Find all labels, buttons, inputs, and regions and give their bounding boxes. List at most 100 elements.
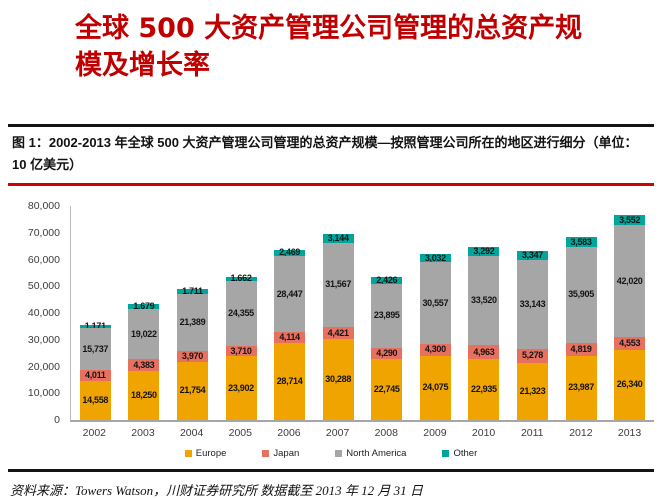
plot-area: 1,171 15,737 4,011 14,558 1,679 19,022 4,383 18… xyxy=(70,206,654,422)
segment-value-label: 3,583 xyxy=(570,236,592,247)
legend-label-other: Other xyxy=(453,448,478,459)
bar-2007: 3,144 31,567 4,421 30,288 xyxy=(322,233,354,420)
bar-2002: 1,171 15,737 4,011 14,558 xyxy=(79,321,111,420)
bar-segment-north-america: 33,520 xyxy=(468,255,500,346)
legend-label-europe: Europe xyxy=(195,448,227,459)
segment-value-label: 4,553 xyxy=(619,337,641,348)
segment-value-label: 2,469 xyxy=(279,247,301,258)
x-axis-label-2009: 2009 xyxy=(423,427,447,439)
segment-value-label: 30,557 xyxy=(422,297,449,308)
segment-value-label: 2,426 xyxy=(376,275,398,286)
bar-segment-europe: 18,250 xyxy=(128,371,160,420)
segment-value-label: 28,714 xyxy=(276,376,303,387)
bar-segment-japan: 4,114 xyxy=(274,332,306,344)
x-axis-label-2007: 2007 xyxy=(325,427,350,439)
legend-item-europe: Europe xyxy=(184,448,227,459)
y-tick-label: 50,000 xyxy=(27,280,60,293)
document-title-line2: 模及增长率 xyxy=(75,50,210,81)
bar-segment-other: 3,583 xyxy=(565,236,597,247)
segment-value-label: 1,711 xyxy=(182,286,203,297)
segment-value-label: 3,970 xyxy=(181,351,203,361)
bar-segment-other: 3,032 xyxy=(419,252,451,263)
legend-item-north-america: North America xyxy=(335,448,406,459)
bar-segment-other: 1,662 xyxy=(225,274,257,283)
bar-segment-europe: 23,987 xyxy=(565,355,597,420)
bar-segment-europe: 30,288 xyxy=(322,338,354,420)
chart-body: 0 10,000 20,000 30,000 40,000 50,000 60,000 70,… xyxy=(8,200,654,439)
bar-segment-north-america: 31,567 xyxy=(322,242,354,328)
bar-segment-europe: 24,075 xyxy=(419,355,451,420)
x-axis-label-2010: 2010 xyxy=(471,427,496,439)
y-tick-label: 10,000 xyxy=(27,387,60,400)
segment-value-label: 23,987 xyxy=(568,382,594,393)
segment-value-label: 1,679 xyxy=(133,300,155,311)
document-title: 全球 500 大资产管理公司管理的总资产规 模及增长率 xyxy=(8,10,654,84)
segment-value-label: 24,075 xyxy=(422,382,449,393)
y-tick-label: 60,000 xyxy=(27,253,60,266)
segment-value-label: 21,323 xyxy=(519,385,546,396)
segment-value-label: 24,355 xyxy=(228,308,254,319)
bar-segment-other: 3,552 xyxy=(614,215,646,225)
y-tick-label: 70,000 xyxy=(27,226,60,239)
bar-segment-north-america: 23,895 xyxy=(371,283,403,348)
segment-value-label: 22,745 xyxy=(373,384,400,395)
y-tick-label: 40,000 xyxy=(27,307,60,319)
bar-segment-japan: 5,278 xyxy=(516,348,548,363)
y-tick-label: 80,000 xyxy=(27,200,60,212)
bar-segment-north-america: 30,557 xyxy=(419,262,451,345)
segment-value-label: 4,290 xyxy=(376,347,398,358)
legend-item-other: Other xyxy=(442,448,477,459)
bar-2012: 3,583 35,905 4,819 23,987 xyxy=(565,236,597,420)
x-axis-label-2003: 2003 xyxy=(131,427,155,439)
document-title-line1: 全球 500 大资产管理公司管理的总资产规 xyxy=(75,13,583,44)
bar-segment-other: 3,144 xyxy=(322,233,354,244)
segment-value-label: 33,143 xyxy=(519,299,546,310)
bar-2009: 3,032 30,557 4,300 24,075 xyxy=(419,252,451,420)
segment-value-label: 14,558 xyxy=(82,395,109,406)
segment-value-label: 28,447 xyxy=(276,288,303,299)
bar-2008: 2,426 23,895 4,290 22,745 xyxy=(371,275,403,420)
x-axis-label-2008: 2008 xyxy=(374,427,398,439)
segment-value-label: 33,520 xyxy=(471,295,497,306)
bar-2005: 1,662 24,355 3,710 23,902 xyxy=(225,274,257,420)
bar-segment-japan: 3,970 xyxy=(176,351,208,362)
bar-2011: 3,347 33,143 5,278 21,323 xyxy=(516,250,548,420)
bar-2006: 2,469 28,447 4,114 28,714 xyxy=(274,247,306,420)
segment-value-label: 23,902 xyxy=(228,382,254,393)
segment-value-label: 22,935 xyxy=(471,383,497,394)
bar-segment-europe: 14,558 xyxy=(79,381,111,420)
bar-segment-japan: 4,553 xyxy=(614,337,646,350)
legend-marker-europe xyxy=(184,450,192,457)
segment-value-label: 31,567 xyxy=(325,279,352,290)
segment-value-label: 3,347 xyxy=(521,250,543,261)
bar-segment-north-america: 42,020 xyxy=(614,224,646,338)
y-tick-label: 30,000 xyxy=(27,333,60,346)
stacked-bar-chart: 0 10,000 20,000 30,000 40,000 50,000 60,000 70,… xyxy=(8,200,654,459)
bar-segment-europe: 26,340 xyxy=(614,349,646,420)
bar-segment-north-america: 33,143 xyxy=(516,260,548,349)
x-axis-label-2011: 2011 xyxy=(520,427,544,439)
segment-value-label: 30,288 xyxy=(325,373,352,384)
bar-segment-other: 1,711 xyxy=(176,286,208,297)
segment-value-label: 35,905 xyxy=(568,289,594,300)
bar-segment-north-america: 24,355 xyxy=(225,281,257,347)
bar-segment-europe: 22,935 xyxy=(468,358,500,420)
y-axis: 0 10,000 20,000 30,000 40,000 50,000 60,000 70,… xyxy=(8,200,70,426)
bar-segment-japan: 4,819 xyxy=(565,342,597,356)
bar-2004: 1,711 21,389 3,970 21,754 xyxy=(176,286,208,420)
segment-value-label: 3,144 xyxy=(327,233,349,244)
bar-segment-other: 1,171 xyxy=(79,321,111,332)
legend-marker-north-america xyxy=(335,450,343,457)
segment-value-label: 21,389 xyxy=(179,317,206,328)
segment-value-label: 21,754 xyxy=(179,385,206,396)
bar-segment-north-america: 21,389 xyxy=(176,294,208,352)
segment-value-label: 4,011 xyxy=(85,370,106,381)
x-axis-label-2002: 2002 xyxy=(82,427,106,439)
x-axis-label-2004: 2004 xyxy=(179,427,204,439)
bar-segment-north-america: 28,447 xyxy=(274,256,306,333)
bar-segment-europe: 28,714 xyxy=(274,343,306,420)
bar-segment-japan: 4,383 xyxy=(128,359,160,372)
segment-value-label: 3,032 xyxy=(424,252,446,263)
segment-value-label: 18,250 xyxy=(130,390,157,401)
segment-value-label: 1,171 xyxy=(84,321,106,332)
